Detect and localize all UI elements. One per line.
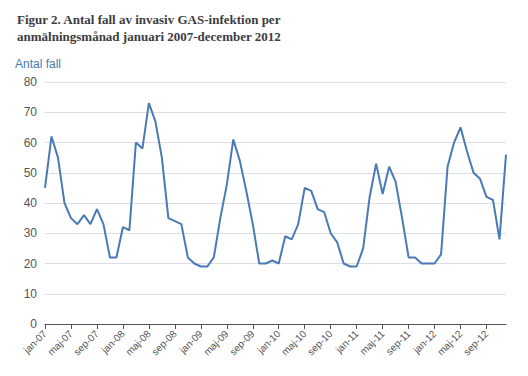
svg-text:maj-12: maj-12 — [435, 328, 465, 358]
svg-text:maj-09: maj-09 — [201, 328, 231, 358]
svg-text:jan-10: jan-10 — [255, 328, 283, 356]
svg-text:sep-12: sep-12 — [461, 328, 491, 358]
svg-text:sep-09: sep-09 — [227, 328, 257, 358]
svg-text:sep-11: sep-11 — [384, 328, 413, 357]
svg-text:jan-07: jan-07 — [21, 328, 49, 356]
svg-text:maj-10: maj-10 — [279, 328, 309, 358]
svg-text:sep-07: sep-07 — [71, 328, 101, 358]
svg-text:20: 20 — [24, 257, 38, 271]
svg-text:Antal fall: Antal fall — [15, 57, 61, 71]
svg-text:jan-11: jan-11 — [333, 328, 361, 356]
svg-text:jan-09: jan-09 — [177, 328, 205, 356]
svg-text:jan-12: jan-12 — [410, 328, 438, 356]
svg-text:anmälningsmånad januari 2007-d: anmälningsmånad januari 2007-december 20… — [17, 29, 281, 44]
svg-text:50: 50 — [24, 166, 38, 180]
svg-text:40: 40 — [24, 196, 38, 210]
svg-text:maj-08: maj-08 — [123, 328, 153, 358]
svg-text:80: 80 — [24, 75, 38, 89]
svg-text:maj-11: maj-11 — [358, 328, 387, 357]
svg-text:maj-07: maj-07 — [45, 328, 75, 358]
svg-text:sep-10: sep-10 — [305, 328, 335, 358]
svg-text:30: 30 — [24, 226, 38, 240]
svg-text:60: 60 — [24, 136, 38, 150]
svg-text:jan-08: jan-08 — [99, 328, 127, 356]
svg-text:70: 70 — [24, 105, 38, 119]
svg-text:0: 0 — [30, 317, 37, 331]
svg-text:sep-08: sep-08 — [149, 328, 179, 358]
svg-text:10: 10 — [24, 287, 38, 301]
svg-text:Figur 2. Antal fall av invasiv: Figur 2. Antal fall av invasiv GAS-infek… — [17, 12, 281, 27]
